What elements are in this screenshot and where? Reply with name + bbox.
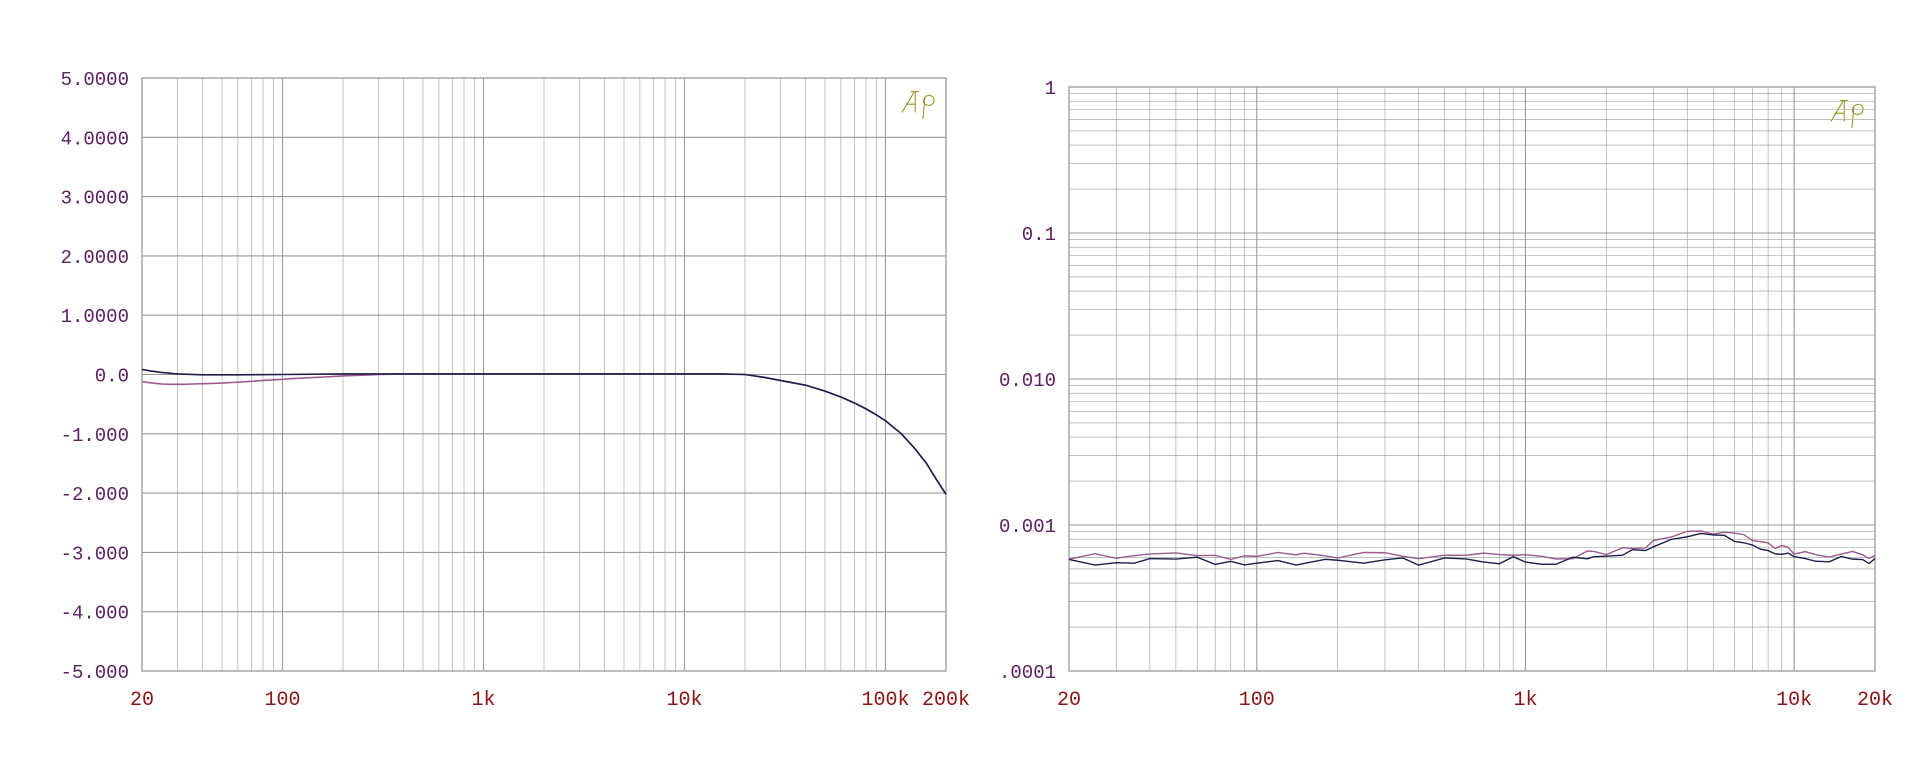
svg-text:-5.000: -5.000: [61, 662, 129, 684]
svg-text:200k: 200k: [922, 689, 970, 712]
svg-text:-2.000: -2.000: [61, 484, 129, 506]
svg-text:0.001: 0.001: [999, 516, 1056, 538]
svg-text:5.0000: 5.0000: [61, 69, 129, 91]
svg-text:0.1: 0.1: [1022, 224, 1056, 246]
svg-text:.0001: .0001: [999, 662, 1056, 684]
svg-text:20: 20: [1057, 689, 1081, 712]
svg-text:-3.000: -3.000: [61, 543, 129, 565]
svg-text:0.010: 0.010: [999, 370, 1056, 392]
svg-text:100k: 100k: [861, 689, 909, 712]
svg-text:1k: 1k: [471, 689, 495, 712]
svg-text:4.0000: 4.0000: [61, 128, 129, 150]
svg-text:2.0000: 2.0000: [61, 247, 129, 269]
svg-text:0.0: 0.0: [95, 366, 129, 388]
svg-text:20: 20: [130, 689, 154, 712]
svg-text:1: 1: [1045, 78, 1056, 100]
svg-text:1.0000: 1.0000: [61, 306, 129, 328]
svg-text:1k: 1k: [1513, 689, 1537, 712]
svg-text:10k: 10k: [666, 689, 702, 712]
svg-text:100: 100: [264, 689, 300, 712]
svg-text:20k: 20k: [1857, 689, 1893, 712]
svg-text:3.0000: 3.0000: [61, 188, 129, 210]
svg-text:10k: 10k: [1776, 689, 1812, 712]
svg-text:-1.000: -1.000: [61, 425, 129, 447]
svg-text:-4.000: -4.000: [61, 603, 129, 625]
svg-text:100: 100: [1239, 689, 1275, 712]
